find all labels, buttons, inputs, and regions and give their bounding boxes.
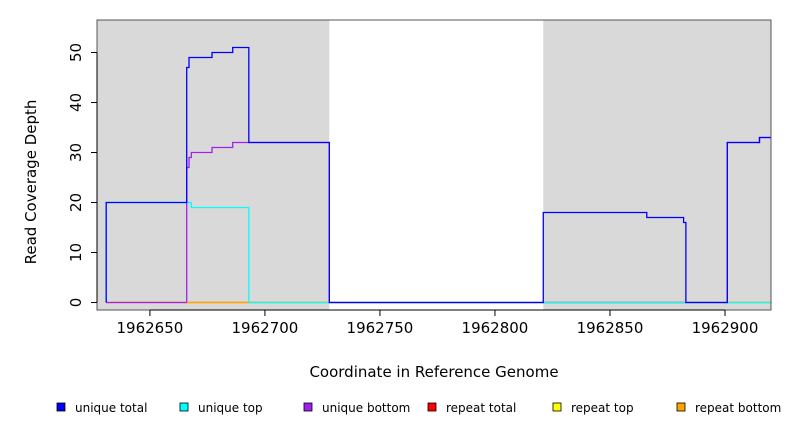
x-tick-label: 1962700 [232,319,299,337]
x-tick-label: 1962900 [692,319,759,337]
legend-swatch [676,402,686,412]
legend-swatch [427,402,437,412]
legend-label: repeat bottom [695,401,781,415]
series-line-unique-total [105,46,771,304]
series-lines [105,46,771,304]
x-tick-label: 1962650 [117,319,184,337]
y-tick-label: 10 [67,243,85,262]
legend-label: repeat top [571,401,634,415]
shaded-region-1 [97,20,330,310]
y-tick-label: 30 [67,143,85,162]
legend-swatch [303,402,313,412]
legend-item-repeat-bottom: repeat bottom [676,401,781,415]
x-tick-label: 1962850 [577,319,644,337]
y-tick-label: 20 [67,193,85,212]
legend-swatch [179,402,189,412]
y-tick-label: 40 [67,93,85,112]
legend-label: unique total [75,401,147,415]
legend-label: repeat total [446,401,516,415]
legend-item-unique-total: unique total [56,401,147,415]
y-tick-label: 50 [67,43,85,62]
y-axis-label: Read Coverage Depth [22,100,40,265]
shaded-region-2 [543,20,771,310]
y-tick-label: 0 [67,298,85,308]
x-axis-label: Coordinate in Reference Genome [309,363,558,381]
legend-label: unique bottom [322,401,410,415]
y-axis: 0 10 20 30 40 50 [67,43,98,308]
legend: unique total unique top unique bottom repea… [56,401,781,415]
x-tick-label: 1962750 [347,319,414,337]
x-tick-label: 1962800 [462,319,529,337]
legend-swatch [552,402,562,412]
legend-item-unique-top: unique top [179,401,263,415]
legend-item-repeat-top: repeat top [552,401,634,415]
x-axis: 1962650 1962700 1962750 1962800 1962850 19629… [117,309,759,337]
legend-item-unique-bottom: unique bottom [303,401,410,415]
legend-label: unique top [198,401,263,415]
legend-swatch [56,402,66,412]
legend-item-repeat-total: repeat total [427,401,516,415]
shaded-regions [97,20,771,310]
